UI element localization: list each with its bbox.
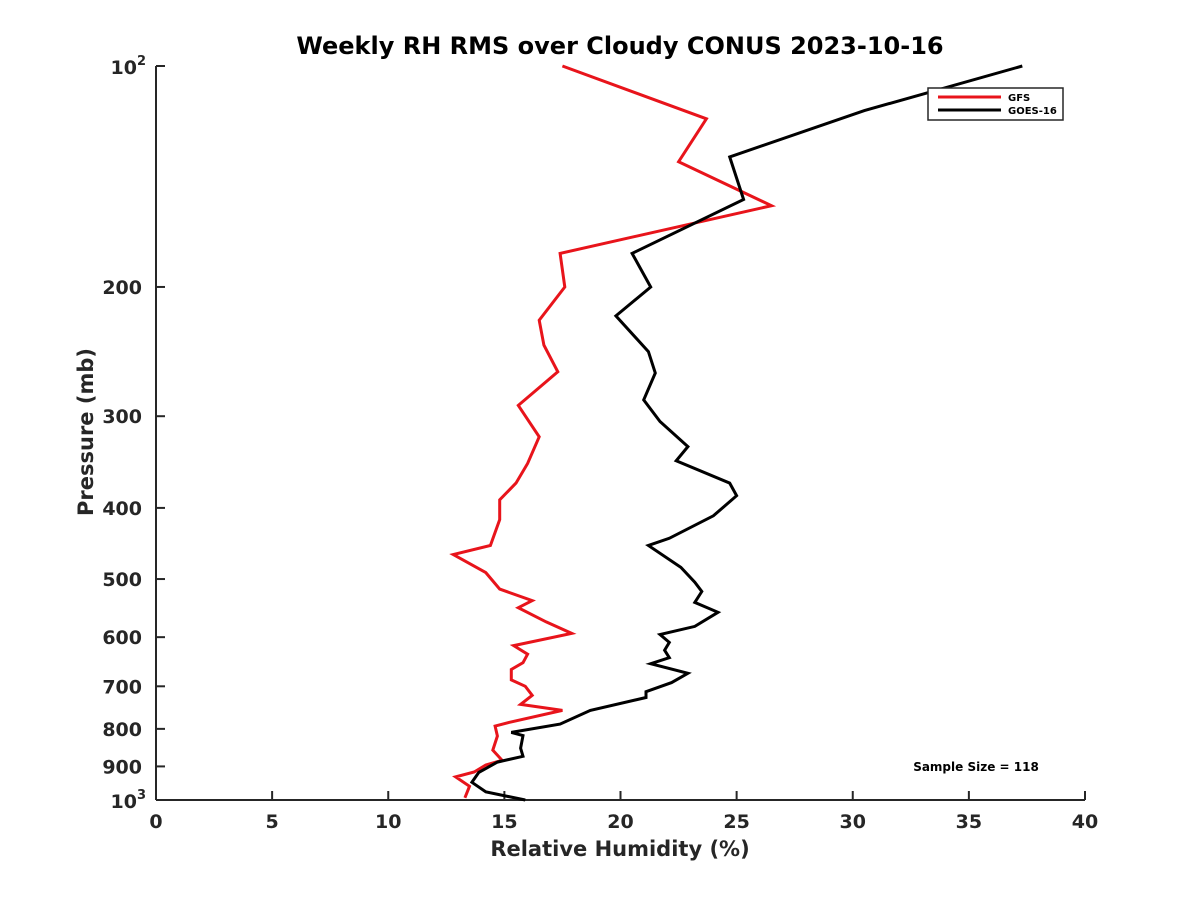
y-tick-label-power: 102 (111, 54, 147, 79)
series-layer (449, 64, 1023, 802)
y-tick-label: 500 (102, 569, 142, 591)
legend: GFS GOES-16 (927, 87, 1064, 121)
y-tick-label: 400 (102, 498, 142, 520)
series-line-goes-16 (469, 64, 1023, 802)
x-tick-label: 5 (266, 811, 279, 833)
x-tick-label: 30 (840, 811, 866, 833)
legend-label-gfs: GFS (1008, 93, 1030, 104)
sample-size-annotation: Sample Size = 118 (913, 760, 1039, 774)
series-line-gfs (449, 64, 777, 799)
y-tick-label: 600 (102, 627, 142, 649)
x-tick-label: 35 (956, 811, 982, 833)
y-tick-label: 300 (102, 406, 142, 428)
x-tick-label: 15 (491, 811, 517, 833)
x-tick-label: 20 (607, 811, 633, 833)
legend-box (927, 87, 1064, 121)
x-tick-label: 40 (1072, 811, 1098, 833)
y-tick-label: 200 (102, 277, 142, 299)
legend-label-goes: GOES-16 (1008, 106, 1057, 117)
y-tick-label-power: 103 (111, 788, 147, 813)
y-tick-label: 700 (102, 676, 142, 698)
x-axis-label: Relative Humidity (%) (490, 837, 749, 861)
y-ticks: 200 300 400 500 600 700 800 900 102 103 (102, 54, 165, 813)
chart-title: Weekly RH RMS over Cloudy CONUS 2023-10-… (296, 32, 943, 60)
x-tick-label: 10 (375, 811, 401, 833)
y-tick-label: 900 (102, 756, 142, 778)
y-tick-label: 800 (102, 719, 142, 741)
x-tick-label: 0 (149, 811, 162, 833)
x-tick-label: 25 (723, 811, 749, 833)
y-axis-label: Pressure (mb) (74, 348, 98, 516)
x-ticks: 0 5 10 15 20 25 30 35 40 (149, 791, 1098, 833)
